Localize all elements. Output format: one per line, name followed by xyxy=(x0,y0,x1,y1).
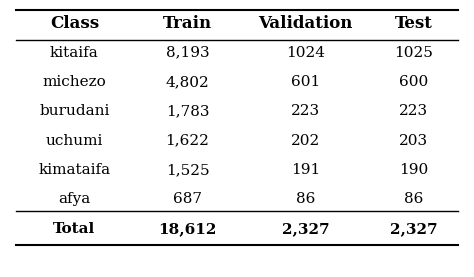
Text: 600: 600 xyxy=(399,75,428,89)
Text: Validation: Validation xyxy=(258,15,353,32)
Text: 18,612: 18,612 xyxy=(158,222,217,236)
Text: 1,622: 1,622 xyxy=(165,134,210,148)
Text: 86: 86 xyxy=(404,193,423,206)
Text: 191: 191 xyxy=(291,163,320,177)
Text: 687: 687 xyxy=(173,193,202,206)
Text: Test: Test xyxy=(395,15,433,32)
Text: 8,193: 8,193 xyxy=(166,46,210,60)
Text: 190: 190 xyxy=(399,163,428,177)
Text: 4,802: 4,802 xyxy=(165,75,210,89)
Text: 2,327: 2,327 xyxy=(390,222,438,236)
Text: 86: 86 xyxy=(296,193,315,206)
Text: 1024: 1024 xyxy=(286,46,325,60)
Text: Train: Train xyxy=(163,15,212,32)
Text: 1025: 1025 xyxy=(394,46,433,60)
Text: Total: Total xyxy=(53,222,96,236)
Text: afya: afya xyxy=(58,193,91,206)
Text: burudani: burudani xyxy=(39,104,109,118)
Text: kitaifa: kitaifa xyxy=(50,46,99,60)
Text: Class: Class xyxy=(50,15,99,32)
Text: 223: 223 xyxy=(399,104,428,118)
Text: 2,327: 2,327 xyxy=(282,222,329,236)
Text: kimataifa: kimataifa xyxy=(38,163,110,177)
Text: michezo: michezo xyxy=(43,75,106,89)
Text: 601: 601 xyxy=(291,75,320,89)
Text: 1,783: 1,783 xyxy=(166,104,210,118)
Text: 203: 203 xyxy=(399,134,428,148)
Text: uchumi: uchumi xyxy=(46,134,103,148)
Text: 202: 202 xyxy=(291,134,320,148)
Text: 1,525: 1,525 xyxy=(166,163,210,177)
Text: 223: 223 xyxy=(291,104,320,118)
